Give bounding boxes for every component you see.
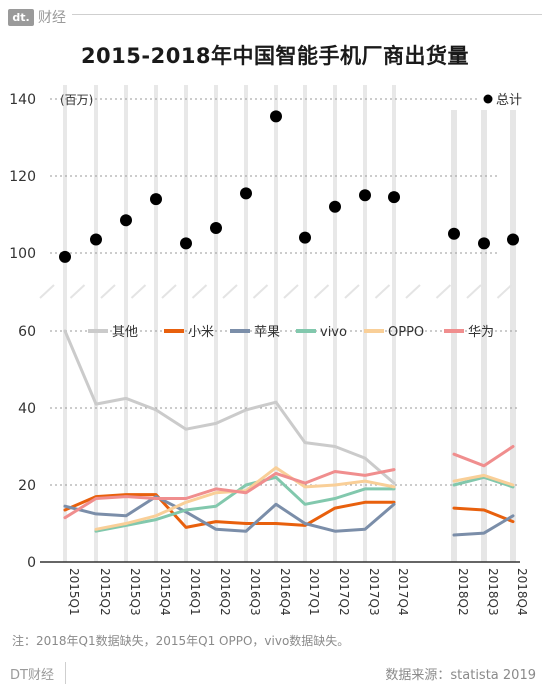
chart-title: 2015-2018年中国智能手机厂商出货量 bbox=[80, 44, 470, 68]
y-tick-label-top: 120 bbox=[9, 169, 36, 185]
series-line bbox=[452, 473, 515, 487]
footer-brand: DT财经 bbox=[10, 668, 54, 683]
break-mark bbox=[313, 284, 330, 299]
break-mark bbox=[496, 284, 513, 299]
x-tick-label: 2018Q4 bbox=[515, 568, 529, 616]
break-mark bbox=[130, 284, 147, 299]
total-point bbox=[270, 110, 282, 123]
total-point bbox=[299, 231, 311, 244]
x-tick-label: 2015Q2 bbox=[98, 568, 112, 616]
top-panel: 100 120 140 (百万) 总计 bbox=[9, 92, 522, 262]
total-point bbox=[90, 233, 102, 246]
unit-label: (百万) bbox=[60, 93, 93, 107]
y-tick-label-top: 100 bbox=[9, 246, 36, 262]
brand-name: 财经 bbox=[38, 10, 66, 26]
break-mark bbox=[374, 284, 391, 299]
total-point bbox=[329, 200, 341, 213]
legend-label: 华为 bbox=[468, 325, 494, 340]
break-mark bbox=[252, 284, 269, 299]
footer-divider bbox=[65, 662, 66, 684]
axis-break bbox=[39, 284, 513, 299]
legend-total-marker bbox=[483, 94, 493, 104]
x-tick-label: 2016Q2 bbox=[218, 568, 232, 616]
total-point bbox=[120, 214, 132, 227]
series-line bbox=[452, 475, 515, 489]
break-mark bbox=[191, 284, 208, 299]
total-point bbox=[478, 237, 490, 250]
x-tick-label: 2015Q3 bbox=[128, 568, 142, 616]
x-tick-label: 2016Q4 bbox=[278, 568, 292, 616]
header-divider bbox=[72, 14, 542, 15]
break-mark bbox=[344, 284, 360, 299]
x-tick-label: 2017Q1 bbox=[307, 568, 321, 616]
legend-label: 小米 bbox=[188, 325, 214, 340]
series-line bbox=[63, 493, 396, 529]
x-tick-label: 2018Q3 bbox=[486, 568, 500, 616]
series-lines bbox=[63, 329, 515, 537]
total-point bbox=[240, 187, 252, 200]
line-legend: 其他 小米 苹果 vivo OPPO 华为 bbox=[88, 325, 494, 340]
total-point bbox=[388, 191, 400, 204]
total-point bbox=[180, 237, 192, 250]
y-tick-label-bottom: 0 bbox=[27, 555, 36, 571]
break-mark bbox=[39, 284, 55, 299]
legend-label: 苹果 bbox=[254, 325, 280, 340]
vertical-gridlines bbox=[63, 85, 516, 562]
y-tick-label-top: 140 bbox=[9, 92, 36, 108]
x-tick-label: 2015Q1 bbox=[67, 568, 81, 616]
break-mark bbox=[69, 284, 86, 299]
break-mark bbox=[435, 284, 452, 299]
x-tick-label: 2017Q4 bbox=[396, 568, 410, 616]
data-source: 数据来源：statista 2019 bbox=[385, 668, 536, 683]
legend-total-label: 总计 bbox=[496, 93, 522, 108]
x-tick-label: 2017Q3 bbox=[367, 568, 381, 616]
break-mark bbox=[405, 284, 421, 299]
brand-logo: dt. bbox=[8, 8, 34, 26]
break-mark bbox=[100, 284, 116, 299]
legend-label: 其他 bbox=[112, 325, 138, 340]
break-mark bbox=[283, 284, 299, 299]
break-mark bbox=[222, 284, 238, 299]
total-point bbox=[59, 250, 71, 263]
x-tick-label: 2018Q2 bbox=[456, 568, 470, 616]
total-point bbox=[150, 193, 162, 206]
legend-label: OPPO bbox=[388, 325, 424, 340]
y-tick-label-bottom: 60 bbox=[18, 324, 36, 340]
break-mark bbox=[466, 284, 482, 299]
brand-header: dt. 财经 bbox=[8, 7, 66, 27]
y-tick-label-bottom: 40 bbox=[18, 401, 36, 417]
total-point bbox=[448, 227, 460, 240]
chart-note: 注：2018年Q1数据缺失，2015年Q1 OPPO，vivo数据缺失。 bbox=[12, 634, 350, 648]
total-points bbox=[59, 110, 519, 263]
legend-label: vivo bbox=[320, 325, 347, 340]
x-tick-label: 2016Q3 bbox=[248, 568, 262, 616]
x-axis-labels: 2015Q1 2015Q2 2015Q3 2015Q4 2016Q1 2016Q2 2016… bbox=[67, 568, 529, 616]
total-point bbox=[359, 189, 371, 202]
series-line bbox=[452, 445, 515, 468]
x-tick-label: 2015Q4 bbox=[158, 568, 172, 616]
series-line bbox=[452, 514, 515, 537]
series-line bbox=[94, 466, 396, 531]
series-line bbox=[63, 495, 396, 533]
x-tick-label: 2017Q2 bbox=[337, 568, 351, 616]
total-point bbox=[210, 221, 222, 234]
series-line bbox=[94, 475, 396, 533]
break-mark bbox=[161, 284, 177, 299]
bottom-panel: 0 20 40 60 bbox=[18, 324, 520, 571]
series-line bbox=[63, 468, 396, 520]
total-point bbox=[507, 233, 519, 246]
x-tick-label: 2016Q1 bbox=[188, 568, 202, 616]
y-tick-label-bottom: 20 bbox=[18, 478, 36, 494]
series-line bbox=[452, 506, 515, 524]
series-line bbox=[63, 329, 396, 485]
